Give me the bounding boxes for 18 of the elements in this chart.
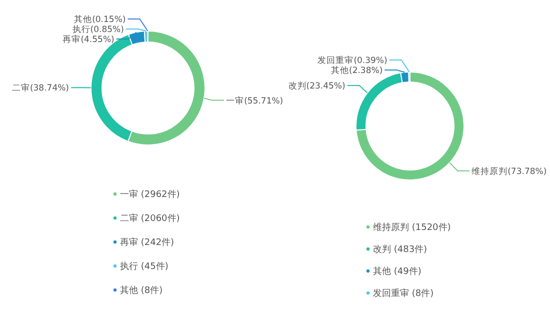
- slice-label: 执行(0.85%): [72, 24, 124, 35]
- slice-label: 二审(38.74%): [12, 82, 69, 94]
- slice-label: 其他(0.15%): [74, 14, 126, 25]
- category-label: 维持原判 (1520件): [373, 223, 451, 233]
- slice-label: 其他(2.38%): [331, 65, 383, 76]
- category-label: 其他 (49件): [373, 267, 422, 277]
- category-label: 改判 (483件): [373, 245, 428, 255]
- slice-label: 发回重审(0.39%): [318, 55, 388, 66]
- category-label: 其他 (8件): [120, 286, 163, 296]
- category-label: 一审 (2962件): [120, 190, 180, 200]
- category-label: 二审 (2060件): [120, 214, 180, 224]
- slice-label: 维持原判(73.78%): [472, 166, 547, 177]
- slice-label: 再审(4.55%): [62, 34, 114, 45]
- slice-label: 一审(55.71%): [226, 95, 284, 106]
- category-label: 执行 (45件): [120, 262, 168, 272]
- slice-label: 改判(23.45%): [288, 80, 346, 92]
- category-label: 发回重审 (8件): [373, 289, 434, 299]
- category-label: 再审 (242件): [120, 238, 174, 248]
